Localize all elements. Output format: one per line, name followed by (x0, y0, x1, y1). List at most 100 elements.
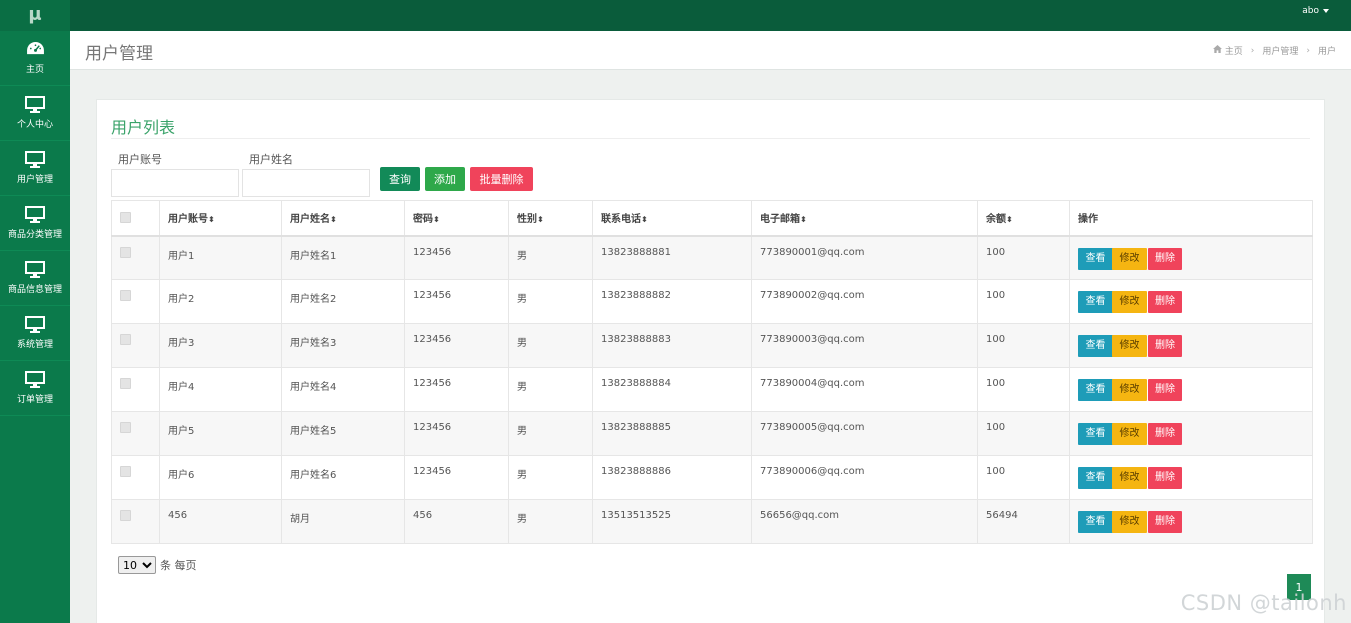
row-select-cell (111, 235, 160, 280)
view-button[interactable]: 查看 (1078, 379, 1113, 401)
view-button[interactable]: 查看 (1078, 247, 1113, 270)
row-checkbox[interactable] (120, 422, 131, 433)
cell-password: 123456 (404, 367, 509, 412)
edit-button[interactable]: 修改 (1112, 511, 1147, 533)
name-search-input[interactable] (242, 169, 370, 197)
username: abo (1302, 6, 1319, 16)
cell-name: 用户姓名3 (281, 323, 405, 368)
row-select-cell (111, 367, 160, 412)
watermark: CSDN @tailonh (1180, 591, 1347, 615)
delete-button[interactable]: 删除 (1148, 467, 1182, 489)
cell-phone: 13823888884 (592, 367, 752, 412)
cell-gender: 男 (508, 499, 593, 544)
breadcrumb-separator: › (1306, 45, 1310, 56)
delete-button[interactable]: 删除 (1148, 423, 1182, 445)
sidebar-item-6[interactable]: 订单管理 (0, 361, 70, 416)
pagination-page-1[interactable]: 1 (1287, 574, 1311, 600)
row-checkbox[interactable] (120, 466, 131, 477)
edit-button[interactable]: 修改 (1112, 379, 1147, 401)
cell-account: 456 (159, 499, 282, 544)
view-button[interactable]: 查看 (1078, 291, 1113, 313)
user-table: 用户账号⬍ 用户姓名⬍ 密码⬍ 性别⬍ 联系电话⬍ 电子邮箱⬍ 余额⬍ 操作 用… (111, 200, 1313, 544)
row-checkbox[interactable] (120, 246, 131, 258)
edit-button[interactable]: 修改 (1112, 247, 1147, 270)
cell-gender: 男 (508, 323, 593, 368)
sidebar-item-5[interactable]: 系统管理 (0, 306, 70, 361)
cell-email: 773890006@qq.com (751, 455, 978, 500)
row-checkbox[interactable] (120, 510, 131, 521)
per-page-select[interactable]: 10 (118, 556, 156, 574)
row-select-cell (111, 323, 160, 368)
user-menu-toggle[interactable]: abo (1302, 0, 1329, 22)
sidebar-item-label: 订单管理 (16, 395, 53, 405)
name-search-label: 用户姓名 (249, 153, 293, 166)
column-header-gender[interactable]: 性别⬍ (508, 200, 593, 237)
row-checkbox[interactable] (120, 378, 131, 389)
column-header-password[interactable]: 密码⬍ (404, 200, 509, 237)
table-header-row: 用户账号⬍ 用户姓名⬍ 密码⬍ 性别⬍ 联系电话⬍ 电子邮箱⬍ 余额⬍ 操作 (111, 200, 1313, 237)
cell-password: 456 (404, 499, 509, 544)
monitor-icon (25, 96, 45, 113)
query-button[interactable]: 查询 (380, 167, 420, 191)
view-button[interactable]: 查看 (1078, 335, 1113, 357)
cell-account: 用户2 (159, 279, 282, 324)
breadcrumb-section[interactable]: 用户管理 (1262, 47, 1299, 57)
sidebar-item-0[interactable]: 主页 (0, 31, 70, 86)
cell-actions: 查看 修改 删除 (1069, 279, 1313, 324)
app-logo[interactable]: μ (0, 0, 70, 31)
column-header-phone[interactable]: 联系电话⬍ (592, 200, 752, 237)
edit-button[interactable]: 修改 (1112, 423, 1147, 445)
monitor-icon (25, 316, 45, 333)
cell-gender: 男 (508, 235, 593, 280)
edit-button[interactable]: 修改 (1112, 467, 1147, 489)
delete-button[interactable]: 删除 (1148, 379, 1182, 401)
batch-delete-button[interactable]: 批量删除 (470, 167, 533, 191)
sidebar-item-2[interactable]: 用户管理 (0, 141, 70, 196)
row-checkbox[interactable] (120, 334, 131, 345)
sidebar-item-label: 主页 (25, 65, 44, 75)
view-button[interactable]: 查看 (1078, 467, 1113, 489)
row-checkbox[interactable] (120, 290, 131, 301)
cell-password: 123456 (404, 455, 509, 500)
delete-button[interactable]: 删除 (1148, 247, 1182, 270)
column-header-balance[interactable]: 余额⬍ (977, 200, 1070, 237)
cell-balance: 100 (977, 411, 1070, 456)
page-header: 用户管理 主页 › 用户管理 › 用户 (70, 31, 1351, 70)
cell-phone: 13823888881 (592, 235, 752, 280)
view-button[interactable]: 查看 (1078, 423, 1113, 445)
breadcrumb: 主页 › 用户管理 › 用户 (1212, 44, 1336, 57)
view-button[interactable]: 查看 (1078, 511, 1113, 533)
column-header-actions: 操作 (1069, 200, 1313, 237)
cell-phone: 13823888882 (592, 279, 752, 324)
breadcrumb-home[interactable]: 主页 (1224, 47, 1243, 57)
monitor-icon (25, 151, 45, 168)
edit-button[interactable]: 修改 (1112, 291, 1147, 313)
edit-button[interactable]: 修改 (1112, 335, 1147, 357)
sort-icon: ⬍ (1006, 215, 1013, 225)
column-header-name[interactable]: 用户姓名⬍ (281, 200, 405, 237)
header-select-all[interactable] (111, 200, 160, 237)
sidebar-item-1[interactable]: 个人中心 (0, 86, 70, 141)
sidebar-item-3[interactable]: 商品分类管理 (0, 196, 70, 251)
monitor-icon (25, 261, 45, 278)
cell-account: 用户4 (159, 367, 282, 412)
cell-phone: 13823888886 (592, 455, 752, 500)
account-search-input[interactable] (111, 169, 239, 197)
delete-button[interactable]: 删除 (1148, 511, 1182, 533)
cell-actions: 查看 修改 删除 (1069, 323, 1313, 368)
add-button[interactable]: 添加 (425, 167, 465, 191)
cell-account: 用户1 (159, 235, 282, 280)
select-all-checkbox[interactable] (120, 211, 131, 223)
home-icon (1212, 45, 1222, 56)
cell-balance: 56494 (977, 499, 1070, 544)
top-bar: abo (70, 0, 1351, 31)
sidebar-nav: 主页个人中心 用户管理 商品分类管理 商品信息管理 系统管理订单管理 (0, 31, 70, 416)
sidebar-item-4[interactable]: 商品信息管理 (0, 251, 70, 306)
sort-icon: ⬍ (537, 215, 544, 225)
column-header-account[interactable]: 用户账号⬍ (159, 200, 282, 237)
cell-name: 用户姓名4 (281, 367, 405, 412)
delete-button[interactable]: 删除 (1148, 291, 1182, 313)
cell-gender: 男 (508, 367, 593, 412)
delete-button[interactable]: 删除 (1148, 335, 1182, 357)
column-header-email[interactable]: 电子邮箱⬍ (751, 200, 978, 237)
